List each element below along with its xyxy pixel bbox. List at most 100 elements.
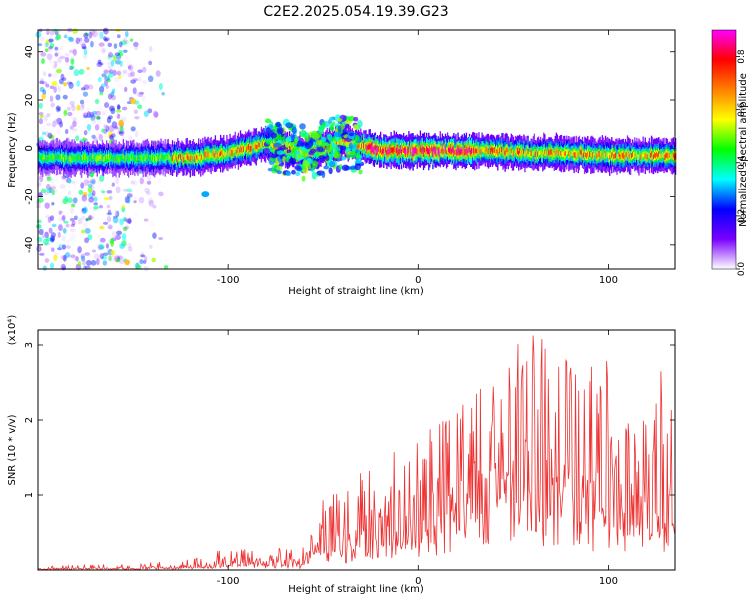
noise-speck [45,131,50,138]
noise-speck [108,131,113,138]
band-cell [656,151,658,157]
band-cell [188,154,190,160]
band-blob [291,134,295,141]
noise-speck [141,95,146,102]
band-cell [373,147,376,154]
band-cell [642,151,644,158]
noise-speck [127,65,132,70]
noise-speck [140,251,145,258]
noise-speck [124,225,129,230]
band-cell [365,144,367,150]
band-cell [542,152,544,158]
noise-speck [103,27,109,35]
noise-speck [46,122,52,127]
noise-speck [42,89,47,96]
noise-speck [83,178,90,186]
band-blob [297,140,302,147]
noise-speck [59,183,66,189]
noise-speck [99,253,104,260]
noise-speck [58,217,64,222]
noise-speck [62,77,67,81]
band-cell [92,153,94,160]
band-cell [156,156,158,163]
band-cell [80,157,83,162]
band-cell [180,153,182,160]
noise-speck [130,71,135,77]
noise-speck [116,34,121,39]
band-cell [525,151,527,157]
noise-speck [69,217,75,222]
noise-speck [110,59,115,67]
band-cell [672,152,675,158]
band-cell [339,140,341,147]
snr-x-ticks: -100 0 100 [217,330,618,587]
noise-speck [48,46,53,50]
band-cell [347,140,349,146]
noise-speck [89,112,95,118]
band-cell [443,149,446,154]
band-blob [301,175,306,182]
band-blob [334,131,342,138]
band-cell [84,154,86,160]
band-cell [524,151,526,158]
band-blob [264,118,272,124]
noise-speck [139,177,144,185]
band-cell [208,152,210,158]
band-cell [474,148,476,155]
noise-speck [69,237,74,241]
band-cell [145,155,148,162]
noise-speck [116,83,123,89]
band-cell [89,154,91,160]
band-cell [136,155,138,161]
noise-speck [123,49,128,53]
band-cell [280,142,282,149]
band-cell [207,151,209,158]
band-cell [478,147,480,154]
band-cell [572,150,574,156]
band-cell [502,148,504,155]
band-cell [195,155,198,160]
band-cell [606,151,609,157]
noise-speck [87,186,93,193]
band-cell [87,156,89,163]
band-cell [88,156,90,162]
band-cell [531,151,533,158]
band-cell [262,141,265,146]
band-cell [663,153,665,158]
noise-speck [86,221,93,230]
band-cell [559,151,562,156]
band-cell [473,147,475,153]
band-cell [445,150,448,155]
band-cell [490,147,493,152]
noise-speck [121,106,128,111]
noise-speck [151,257,157,263]
noise-speck [119,218,125,226]
band-cell [621,152,623,158]
noise-speck [56,128,62,136]
noise-speck [90,192,96,200]
snr-y-ticks: 1 2 3 [24,342,675,498]
snr-y-tick-label: 2 [24,417,35,423]
noise-speck [82,46,87,50]
noise-speck [43,114,48,122]
noise-speck [53,60,58,67]
noise-speck [148,199,155,207]
noise-speck [87,84,94,90]
band-cell [221,150,223,155]
noise-speck [38,228,44,236]
snr-y-tick-label: 1 [24,492,35,498]
noise-speck [152,204,157,209]
spectrogram-x-axis-label: Height of straight line (km) [288,286,424,297]
noise-speck [78,37,83,42]
band-cell [409,149,411,156]
noise-speck [140,263,146,268]
band-cell [446,146,449,153]
noise-speck [107,72,114,78]
band-cell [384,146,386,153]
noise-speck [55,105,61,113]
band-cell [416,148,418,155]
band-cell [342,136,344,142]
band-cell [484,148,486,155]
noise-speck [143,110,149,117]
band-cell [150,154,153,160]
